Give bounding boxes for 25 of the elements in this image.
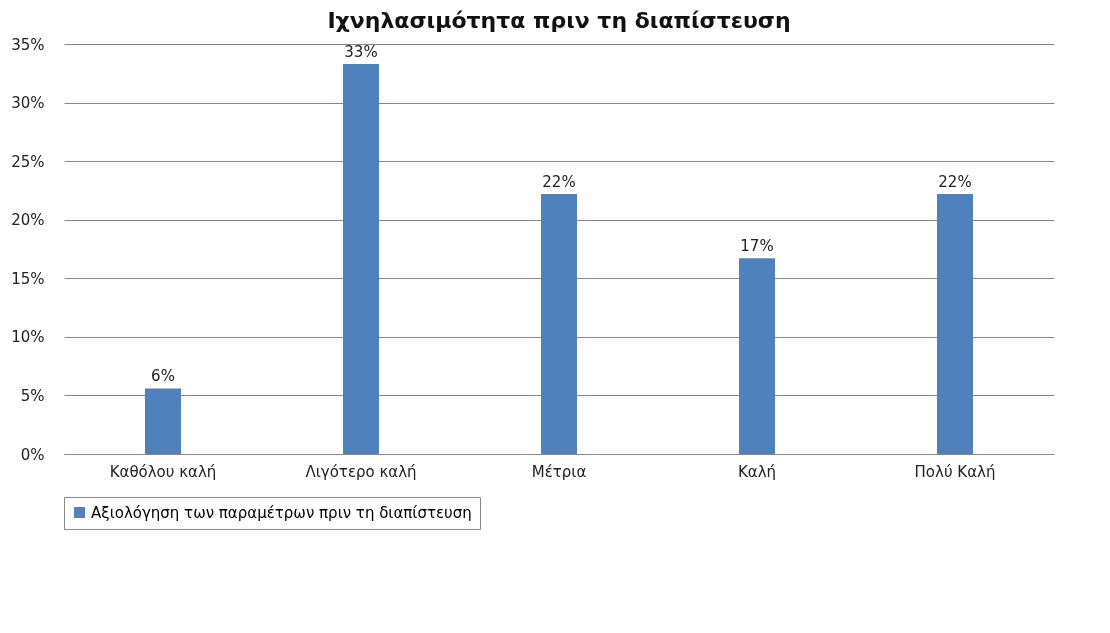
bar xyxy=(937,193,973,454)
data-label: 22% xyxy=(938,172,972,191)
y-tick-label: 15% xyxy=(11,269,45,288)
x-tick-label: Καθόλου καλή xyxy=(109,462,217,481)
bar xyxy=(541,193,577,454)
x-tick-label: Μέτρια xyxy=(531,462,587,481)
y-tick-label: 25% xyxy=(11,152,45,171)
y-tick-label: 0% xyxy=(20,445,45,464)
y-tick-label: 30% xyxy=(11,94,45,113)
bar xyxy=(343,63,379,454)
y-tick-label: 35% xyxy=(11,35,45,54)
x-tick-label: Λιγότερο καλή xyxy=(305,462,417,481)
bar xyxy=(145,388,181,454)
x-tick-label: Πολύ Καλή xyxy=(914,462,996,481)
y-tick-label: 10% xyxy=(11,328,45,347)
data-label: 17% xyxy=(740,237,774,256)
y-tick-label: 5% xyxy=(20,386,45,405)
bar xyxy=(739,258,775,454)
data-label: 6% xyxy=(151,367,175,386)
x-tick-label: Καλή xyxy=(737,462,777,481)
legend-label: Αξιολόγηση των παραμέτρων πριν τη διαπίστευση xyxy=(91,503,472,522)
data-label: 22% xyxy=(542,172,576,191)
chart-title: Ιχνηλασιμότητα πριν τη διαπίστευση xyxy=(327,8,791,33)
data-label: 33% xyxy=(344,42,378,61)
y-tick-label: 20% xyxy=(11,211,45,230)
